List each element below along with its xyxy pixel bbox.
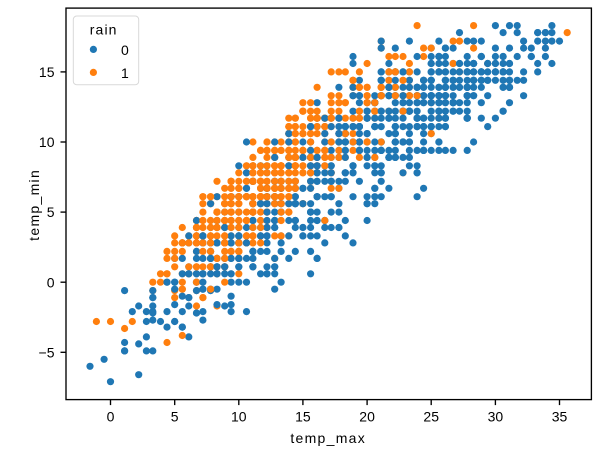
svg-text:0: 0 [121, 42, 129, 58]
svg-text:10: 10 [39, 134, 55, 150]
svg-text:15: 15 [39, 64, 55, 80]
svg-text:0: 0 [107, 409, 115, 425]
svg-text:5: 5 [171, 409, 179, 425]
svg-text:20: 20 [359, 409, 375, 425]
svg-text:10: 10 [231, 409, 247, 425]
svg-text:5: 5 [47, 204, 55, 220]
svg-text:0: 0 [47, 274, 55, 290]
svg-text:1: 1 [121, 65, 129, 81]
svg-text:temp_min: temp_min [26, 169, 42, 241]
svg-text:−5: −5 [39, 344, 55, 360]
svg-text:30: 30 [488, 409, 504, 425]
svg-text:25: 25 [423, 409, 439, 425]
svg-text:rain: rain [90, 22, 118, 38]
svg-text:temp_max: temp_max [290, 430, 366, 446]
svg-text:15: 15 [295, 409, 311, 425]
svg-text:35: 35 [552, 409, 568, 425]
